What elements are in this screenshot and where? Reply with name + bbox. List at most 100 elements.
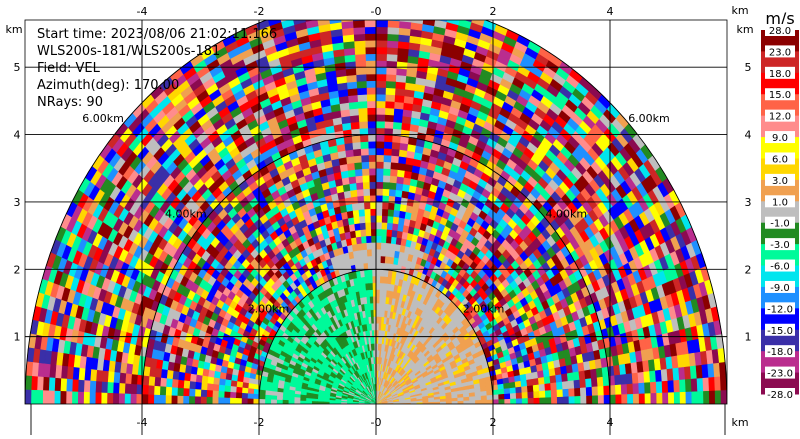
velocity-cell <box>633 393 639 404</box>
velocity-cell <box>391 230 397 237</box>
velocity-cell <box>384 141 392 148</box>
velocity-cell <box>487 399 493 404</box>
velocity-cell <box>365 40 376 47</box>
velocity-cell <box>528 391 534 398</box>
velocity-cell <box>615 374 622 384</box>
velocity-cell <box>674 392 680 404</box>
velocity-cell <box>376 209 382 216</box>
velocity-cell <box>361 162 369 169</box>
velocity-cell <box>510 393 516 399</box>
velocity-cell <box>348 170 356 178</box>
velocity-cell <box>369 188 376 195</box>
velocity-cell <box>391 237 397 244</box>
velocity-cell <box>376 141 384 148</box>
velocity-cell <box>720 376 726 390</box>
velocity-cell <box>380 263 384 270</box>
velocity-cell <box>383 182 390 189</box>
velocity-cell <box>371 242 376 249</box>
velocity-cell <box>369 168 376 175</box>
velocity-cell <box>580 379 586 388</box>
velocity-cell <box>551 382 557 390</box>
velocity-cell <box>499 399 505 404</box>
velocity-cell <box>365 27 376 34</box>
velocity-cell <box>493 394 499 399</box>
velocity-cell <box>385 114 394 121</box>
velocity-cell <box>366 236 371 243</box>
velocity-cell <box>622 394 628 404</box>
velocity-cell <box>352 135 361 143</box>
velocity-cell <box>356 182 363 189</box>
velocity-cell <box>510 387 516 393</box>
velocity-cell <box>361 155 369 162</box>
velocity-cell <box>563 396 569 404</box>
velocity-cell <box>390 162 398 169</box>
velocity-cell <box>436 6 449 15</box>
velocity-cell <box>367 249 372 256</box>
velocity-cell <box>369 161 376 168</box>
velocity-cell <box>376 128 384 135</box>
velocity-cell <box>388 202 395 209</box>
velocity-cell <box>350 115 359 123</box>
velocity-cell <box>386 54 397 61</box>
velocity-cell <box>371 236 376 243</box>
velocity-cell <box>369 175 376 182</box>
velocity-cell <box>376 249 381 256</box>
velocity-cell <box>380 256 385 263</box>
velocity-cell <box>563 388 569 396</box>
velocity-cell <box>384 270 388 277</box>
velocity-cell <box>395 81 405 89</box>
velocity-cell <box>352 203 359 211</box>
velocity-cell <box>362 175 369 182</box>
velocity-cell <box>360 141 368 148</box>
velocity-cell <box>381 229 387 236</box>
velocity-cell <box>391 149 399 156</box>
velocity-cell <box>372 269 376 276</box>
velocity-cell <box>516 386 522 392</box>
velocity-cell <box>383 175 390 182</box>
velocity-cell <box>510 398 516 404</box>
velocity-cell <box>556 381 562 389</box>
velocity-cell <box>394 196 401 204</box>
velocity-cell <box>367 263 371 270</box>
velocity-cell <box>376 81 386 88</box>
velocity-cell <box>475 400 481 404</box>
velocity-cell <box>376 121 385 128</box>
velocity-cell <box>721 390 727 404</box>
velocity-cell <box>615 384 621 394</box>
velocity-cell <box>698 391 704 404</box>
velocity-cell <box>376 242 381 249</box>
velocity-cell <box>621 384 627 394</box>
velocity-cell <box>382 209 388 216</box>
velocity-cell <box>358 202 365 209</box>
velocity-cell <box>674 380 680 392</box>
velocity-cell <box>358 209 364 216</box>
velocity-cell <box>516 392 522 398</box>
velocity-cell <box>424 4 437 13</box>
velocity-cell <box>365 215 371 222</box>
velocity-cell <box>385 101 394 108</box>
velocity-cell <box>539 390 545 397</box>
velocity-cell <box>376 175 383 182</box>
velocity-cell <box>381 242 386 249</box>
velocity-cell <box>423 10 436 19</box>
velocity-cell <box>390 243 395 250</box>
velocity-cell <box>551 397 557 404</box>
velocity-cell <box>376 47 387 54</box>
velocity-cell <box>411 9 424 17</box>
velocity-cell <box>359 223 365 230</box>
velocity-cell <box>396 75 406 83</box>
velocity-cell <box>703 377 709 391</box>
velocity-cell <box>627 383 633 394</box>
velocity-cell <box>366 242 371 249</box>
velocity-cell <box>352 0 364 7</box>
velocity-cell <box>368 155 376 162</box>
velocity-cell <box>393 115 402 123</box>
velocity-cell <box>574 388 580 396</box>
velocity-cell <box>367 108 376 115</box>
velocity-cell <box>376 67 386 74</box>
velocity-cell <box>370 215 376 222</box>
velocity-cell <box>657 392 663 404</box>
velocity-cell <box>709 390 715 404</box>
velocity-cell <box>386 74 396 81</box>
velocity-cell <box>379 283 383 290</box>
